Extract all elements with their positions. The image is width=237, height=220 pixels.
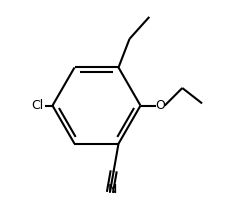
Text: Cl: Cl xyxy=(32,99,44,112)
Text: O: O xyxy=(155,99,165,112)
Text: N: N xyxy=(108,183,117,196)
